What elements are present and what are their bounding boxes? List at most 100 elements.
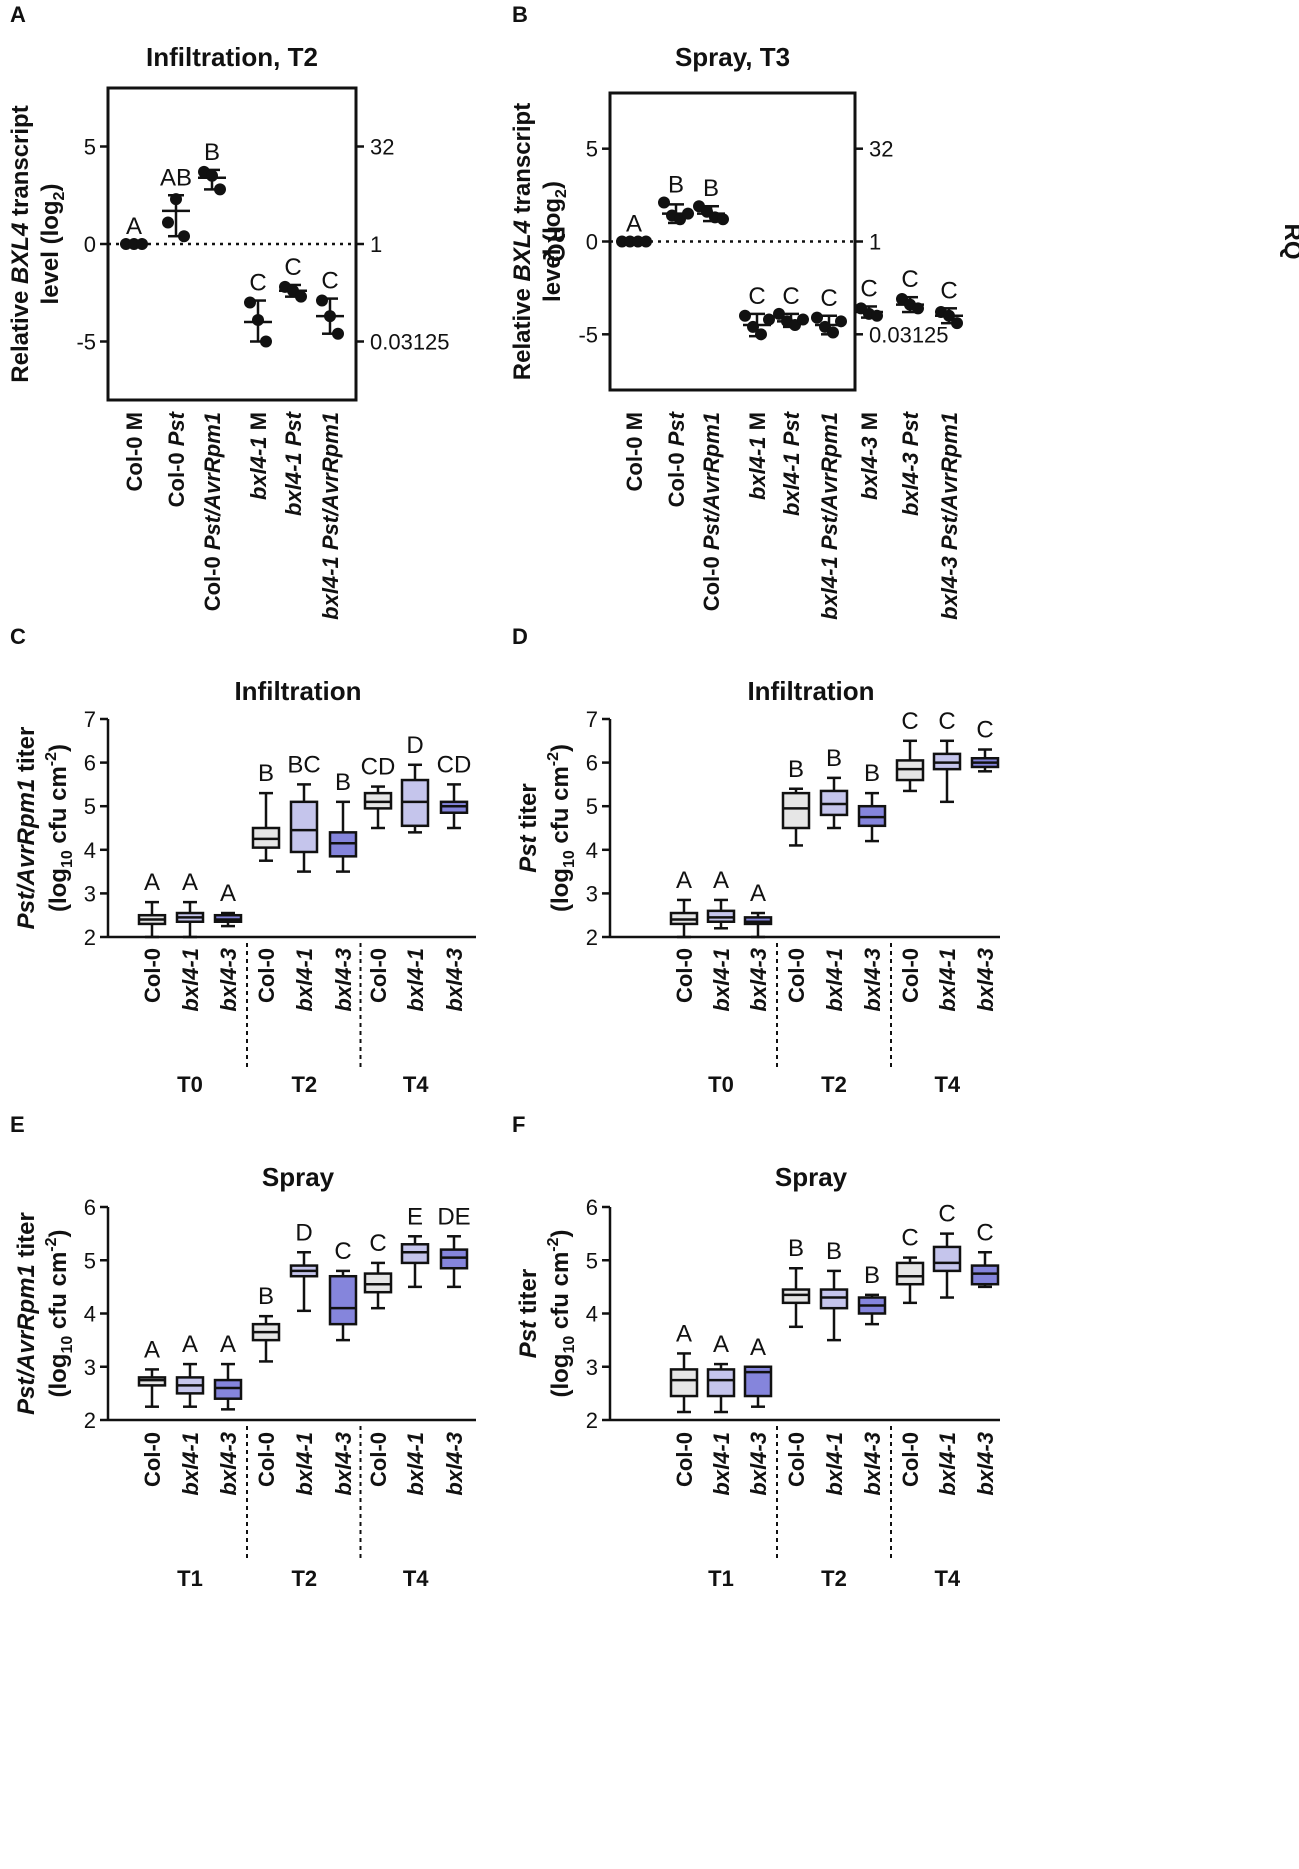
category-label: bxl4-3: [860, 1432, 885, 1496]
data-point: [178, 230, 190, 243]
box: [137, 1376, 167, 1387]
text-span: 2: [51, 191, 68, 200]
text-span: Relative: [509, 282, 536, 381]
significance-letter: C: [249, 270, 266, 297]
box: [781, 791, 811, 830]
text-span: (log: [45, 1354, 72, 1398]
y-axis-label: Pst/AvrRpm1 titer: [13, 727, 40, 930]
text-span: Col-0: [699, 550, 724, 611]
data-point: [827, 326, 839, 339]
panel-title: Spray: [775, 1162, 848, 1192]
category-label: Col-0: [672, 948, 697, 1003]
y-tick-label: 5: [84, 135, 96, 160]
significance-letter: A: [676, 867, 692, 894]
y-tick-label: 4: [84, 1302, 96, 1327]
box: [669, 1368, 699, 1398]
significance-letter: C: [782, 283, 799, 310]
text-span: bxl4-1 Pst: [281, 410, 306, 516]
text-span: titer: [13, 1212, 40, 1264]
text-span: Pst/AvrRpm1: [699, 412, 724, 550]
category-label: bxl4-1: [292, 948, 317, 1012]
panel-title: Spray: [262, 1162, 335, 1192]
y-tick-label: 2: [586, 925, 598, 950]
data-point: [244, 296, 256, 309]
y2-axis-label: RQ: [542, 226, 569, 262]
text-span: cfu cm: [547, 766, 574, 850]
y-tick-label: -5: [578, 322, 598, 347]
text-span: titer: [515, 1269, 542, 1321]
significance-letter: A: [220, 1331, 236, 1358]
text-span: bxl4-3 Pst/AvrRpm1: [937, 412, 962, 620]
text-span: transcript: [509, 103, 536, 220]
y-tick-label: 6: [84, 751, 96, 776]
category-label: bxl4-3: [442, 948, 467, 1012]
category-label: bxl4-1: [403, 1432, 428, 1496]
text-span: ): [547, 744, 574, 752]
panel-b: B Spray, T3 5 0 -5 32 1 0.03125 Relative BXL4 tr…: [509, 2, 1299, 620]
category-label: bxl4-3: [216, 1432, 241, 1496]
text-span: bxl4-1 Pst/AvrRpm1: [817, 412, 842, 620]
text-span: Pst: [664, 410, 689, 446]
category-label: bxl4-1: [292, 1432, 317, 1496]
y-tick-label: 5: [84, 1248, 96, 1273]
significance-letter: DE: [437, 1203, 470, 1230]
panel-letter: C: [10, 624, 26, 649]
significance-letter: CD: [437, 751, 472, 778]
category-label: Col-0: [784, 1432, 809, 1487]
data-point: [260, 335, 272, 348]
category-label: bxl4-1: [709, 948, 734, 1012]
text-span: cfu cm: [45, 1252, 72, 1336]
text-span: ): [37, 184, 64, 192]
box: [932, 1245, 962, 1273]
text-span: -2: [545, 752, 562, 766]
text-span: ): [547, 1229, 574, 1237]
data-point: [755, 328, 767, 341]
y-tick-label: 7: [586, 707, 598, 732]
data-point: [871, 309, 883, 322]
y-tick-label: 3: [586, 881, 598, 906]
y2-tick-label: 32: [869, 137, 893, 162]
text-span: M: [246, 412, 271, 436]
significance-letter: B: [703, 175, 719, 202]
y-tick-label: 4: [84, 838, 96, 863]
significance-letter: C: [901, 708, 918, 735]
box: [439, 1248, 469, 1270]
y-tick-label: 6: [84, 1195, 96, 1220]
category-label: bxl4-1 Pst: [281, 410, 306, 516]
text-span: BXL4: [509, 220, 536, 281]
text-span: Col-0: [164, 446, 189, 507]
data-point: [206, 169, 218, 182]
text-span: BXL4: [7, 223, 34, 284]
y2-tick-label: 32: [370, 135, 394, 160]
significance-letter: C: [284, 254, 301, 281]
data-point: [763, 313, 775, 326]
box: [706, 1368, 736, 1398]
data-point: [951, 317, 963, 330]
category-label: bxl4-3 M: [857, 412, 882, 500]
text-span: 10: [561, 1336, 578, 1354]
box: [895, 1261, 925, 1286]
category-label: Col-0 Pst/AvrRpm1: [699, 412, 724, 611]
significance-letter: AB: [160, 164, 192, 191]
text-span: Pst/AvrRpm1: [13, 779, 40, 930]
significance-letter: A: [126, 213, 142, 240]
category-label: bxl4-3: [860, 948, 885, 1012]
text-span: level (log: [539, 198, 566, 302]
category-label: bxl4-1: [935, 1432, 960, 1496]
text-span: 10: [59, 1336, 76, 1354]
category-label: Col-0: [254, 1432, 279, 1487]
significance-letter: B: [864, 1262, 880, 1289]
text-span: Pst/AvrRpm1: [13, 1264, 40, 1415]
y-tick-label: 3: [84, 881, 96, 906]
group-label: T4: [403, 1072, 429, 1097]
category-label: bxl4-1 M: [246, 412, 271, 500]
y-axis-label: Relative BXL4 transcript: [7, 105, 34, 382]
group-label: T4: [403, 1566, 429, 1591]
text-span: cfu cm: [45, 766, 72, 850]
significance-letter: C: [901, 266, 918, 293]
panel-letter: D: [512, 624, 528, 649]
y-tick-label: 5: [586, 794, 598, 819]
significance-letter: E: [407, 1203, 423, 1230]
